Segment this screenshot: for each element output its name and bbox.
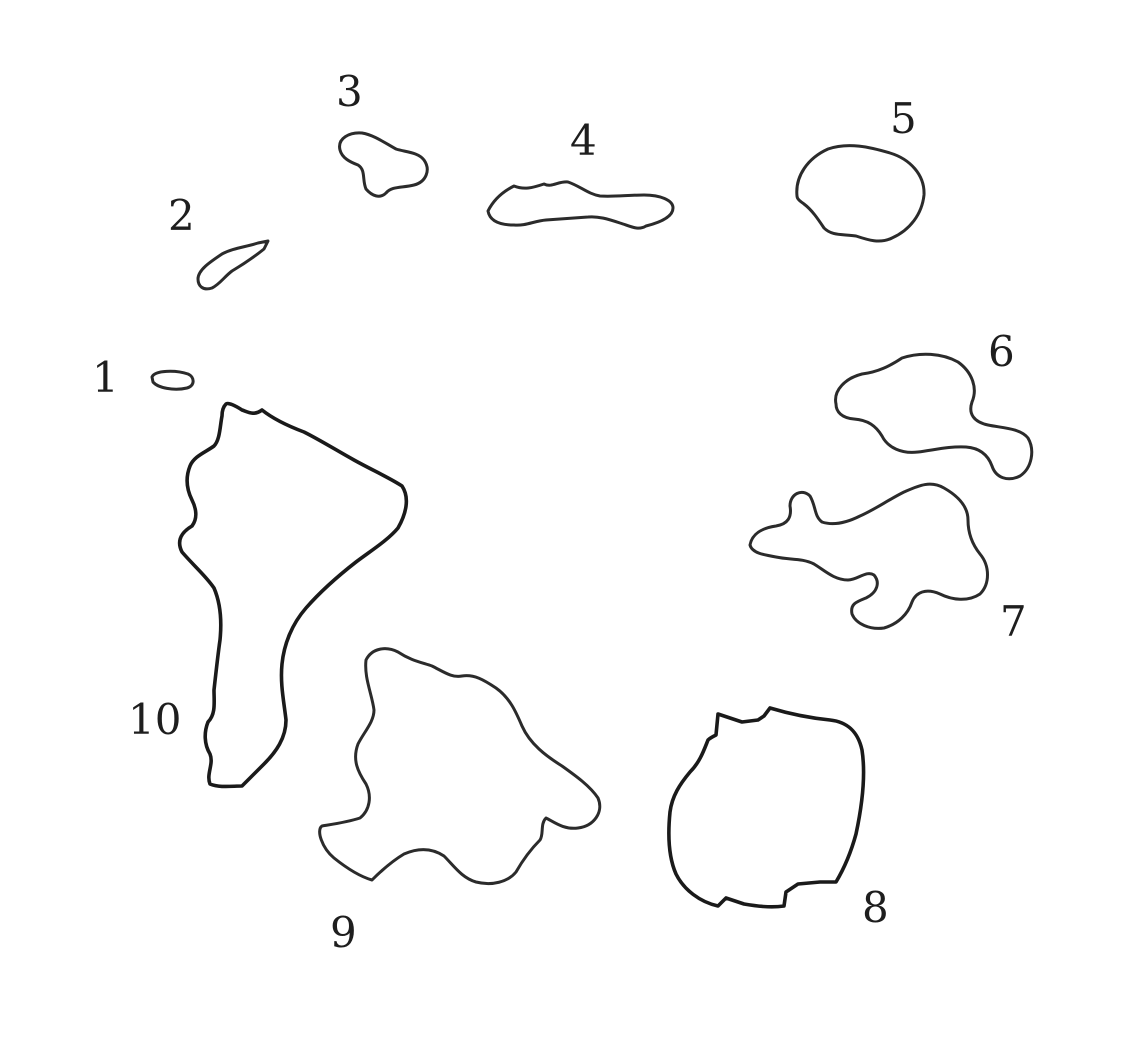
- island-8-outline: [667, 706, 866, 909]
- island-1-outline: [150, 369, 195, 391]
- island-7: 7: [748, 482, 1027, 646]
- island-2-label: 2: [168, 191, 195, 240]
- island-9: 9: [318, 647, 602, 957]
- island-3-outline: [338, 131, 429, 198]
- island-9-outline: [318, 647, 602, 886]
- island-2: 2: [168, 191, 270, 291]
- island-10-outline: [177, 401, 409, 789]
- island-9-label: 9: [330, 908, 357, 957]
- island-3-label: 3: [336, 67, 363, 116]
- island-1: 1: [92, 353, 195, 402]
- island-6: 6: [834, 327, 1034, 481]
- island-7-label: 7: [1000, 597, 1027, 646]
- island-3: 3: [336, 67, 429, 198]
- island-4-label: 4: [570, 116, 597, 165]
- island-4: 4: [486, 116, 675, 230]
- island-6-label: 6: [988, 327, 1015, 376]
- island-8: 8: [667, 706, 889, 932]
- island-10-label: 10: [128, 695, 181, 744]
- island-2-outline: [196, 239, 270, 291]
- island-7-outline: [748, 482, 989, 630]
- island-6-outline: [834, 352, 1034, 481]
- island-8-label: 8: [862, 883, 889, 932]
- island-1-label: 1: [92, 353, 119, 402]
- island-5: 5: [795, 94, 926, 243]
- island-10: 10: [128, 401, 409, 789]
- island-5-outline: [795, 144, 926, 243]
- island-5-label: 5: [890, 94, 917, 143]
- island-4-outline: [486, 180, 675, 230]
